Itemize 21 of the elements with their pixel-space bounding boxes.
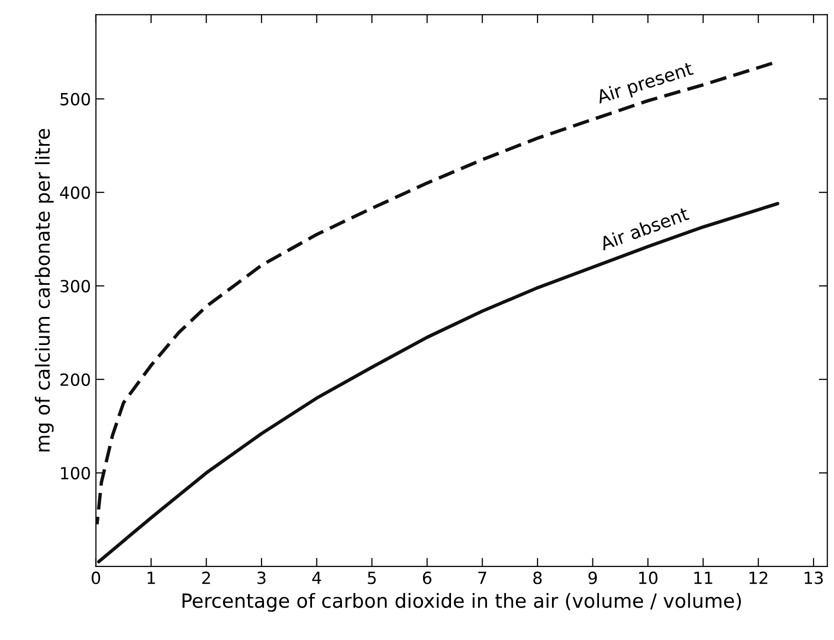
y-axis-title: mg of calcium carbonate per litre xyxy=(34,128,54,452)
x-tick-label: 12 xyxy=(750,572,768,584)
x-tick-label: 9 xyxy=(588,572,597,584)
x-tick-label: 3 xyxy=(257,572,266,584)
x-tick-label: 13 xyxy=(804,572,823,584)
y-tick-label: 100 xyxy=(61,466,90,480)
x-tick-label: 4 xyxy=(312,572,322,584)
x-tick-label: 10 xyxy=(639,572,658,584)
x-axis-title: Percentage of carbon dioxide in the air (volume / volume) xyxy=(182,592,741,612)
y-tick-label: 400 xyxy=(60,186,90,199)
x-tick-label: 5 xyxy=(368,572,376,584)
x-tick-label: 6 xyxy=(422,572,432,584)
x-tick-label: 8 xyxy=(533,572,542,584)
x-tick-label: 2 xyxy=(202,572,210,584)
x-tick-label: 0 xyxy=(92,572,100,584)
y-tick-label: 200 xyxy=(60,373,90,386)
y-tick-label: 500 xyxy=(60,92,90,106)
x-tick-label: 7 xyxy=(478,572,486,584)
x-tick-label: 11 xyxy=(694,572,712,584)
x-tick-label: 1 xyxy=(148,572,155,584)
y-tick-label: 300 xyxy=(60,280,90,292)
